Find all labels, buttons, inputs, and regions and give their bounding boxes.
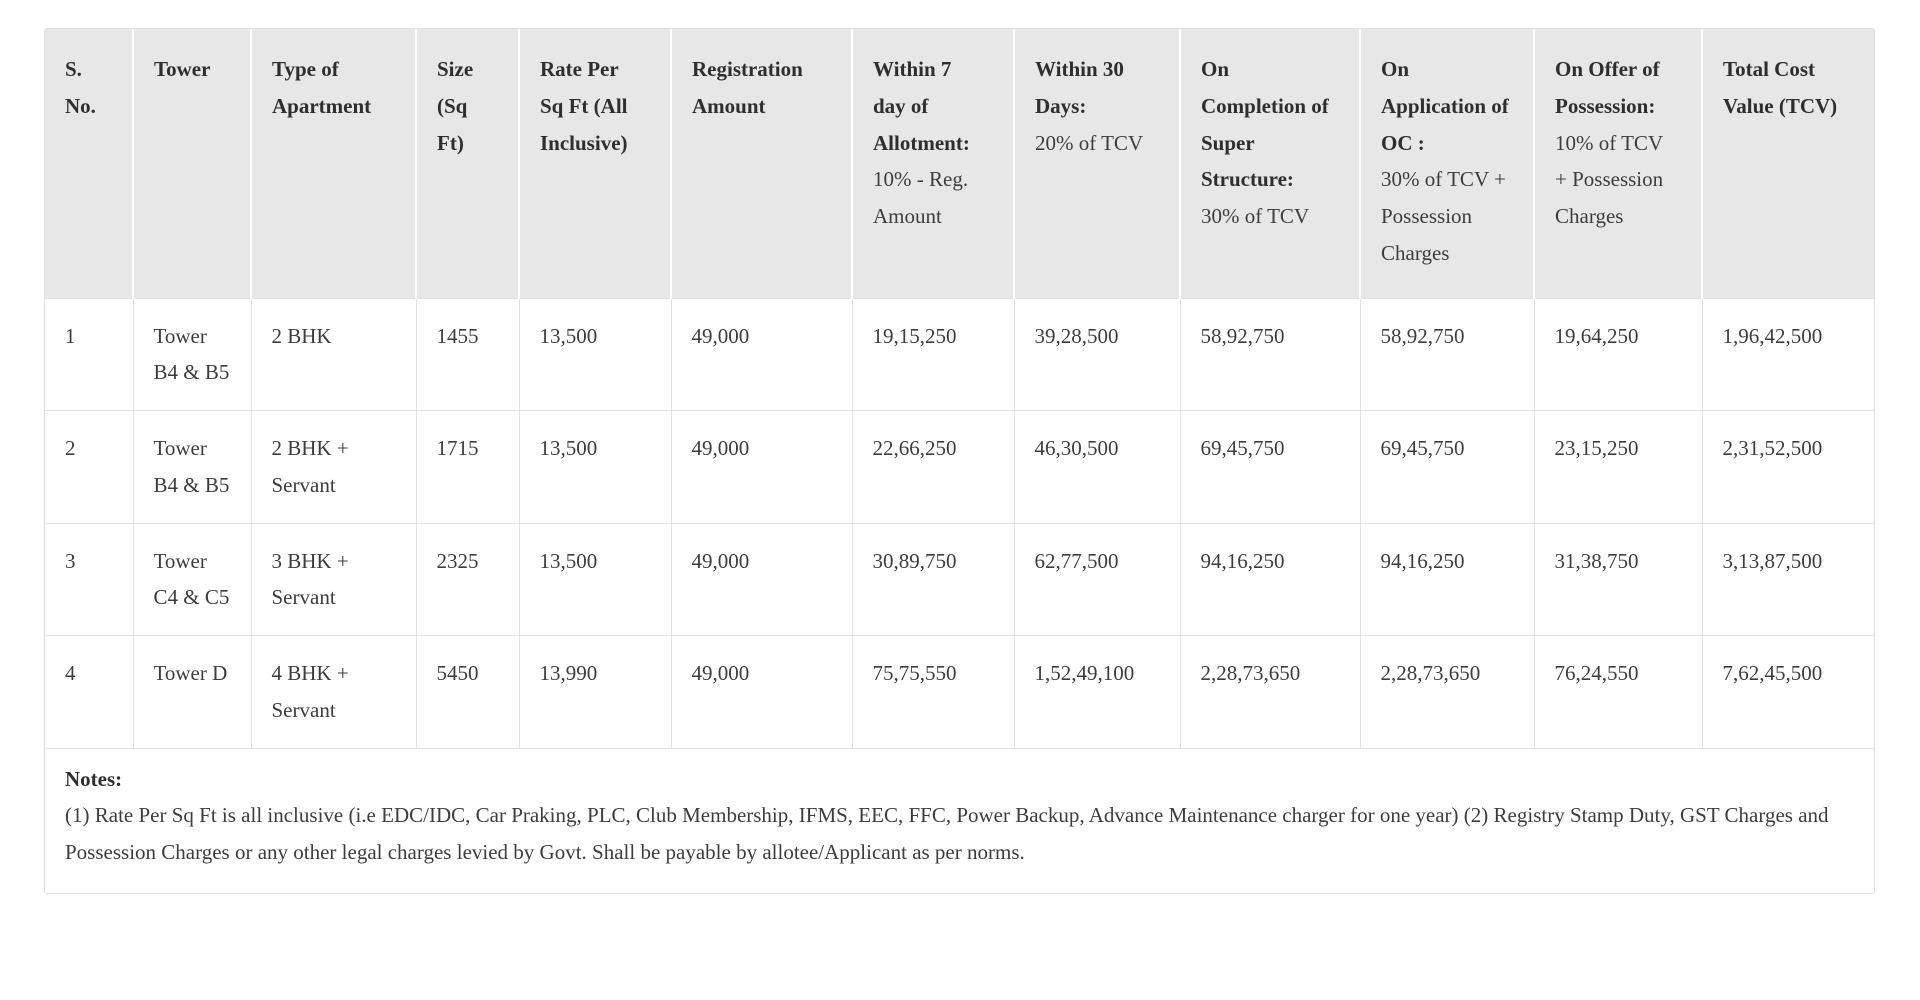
table-cell: 1 xyxy=(45,297,133,411)
notes-section: Notes: (1) Rate Per Sq Ft is all inclusi… xyxy=(45,747,1874,893)
column-header: Size (Sq Ft) xyxy=(415,29,519,298)
column-header-subtitle: 10% - Reg. Amount xyxy=(873,167,969,228)
column-header: Registration Amount xyxy=(670,29,852,298)
table-cell: 4 xyxy=(45,635,133,748)
table-cell: 19,64,250 xyxy=(1533,297,1702,411)
table-cell: 4 BHK + Servant xyxy=(250,635,416,748)
table-cell: 5450 xyxy=(415,635,519,748)
table-cell: 13,500 xyxy=(518,522,671,636)
column-header: S. No. xyxy=(45,29,133,298)
table-cell: 13,990 xyxy=(518,635,671,748)
column-header: Total Cost Value (TCV) xyxy=(1701,29,1874,298)
table-cell: 2,28,73,650 xyxy=(1179,635,1360,748)
column-header-title: Rate Per Sq Ft (All Inclusive) xyxy=(540,57,628,155)
table-cell: 1715 xyxy=(415,410,519,523)
table-cell: 3,13,87,500 xyxy=(1701,522,1874,636)
table-cell: 49,000 xyxy=(670,635,852,748)
column-header-title: Within 7 day of Allotment: xyxy=(873,57,970,155)
column-header: Rate Per Sq Ft (All Inclusive) xyxy=(518,29,671,298)
payment-plan-table: S. No. Tower Type of Apartment Size (Sq Ft)… xyxy=(45,29,1874,748)
table-cell: 58,92,750 xyxy=(1179,297,1360,411)
column-header-title: On Application of OC : xyxy=(1381,57,1509,155)
table-cell: 3 xyxy=(45,522,133,636)
column-header: On Offer of Possession: 10% of TCV + Poss… xyxy=(1533,29,1702,298)
table-cell: 46,30,500 xyxy=(1013,410,1180,523)
table-cell: 3 BHK + Servant xyxy=(250,522,416,636)
notes-title: Notes: xyxy=(65,766,123,791)
table-cell: 75,75,550 xyxy=(851,635,1014,748)
column-header-title: Size (Sq Ft) xyxy=(437,57,474,155)
table-cell: Tower B4 & B5 xyxy=(132,410,251,523)
column-header-subtitle: 20% of TCV xyxy=(1035,130,1144,155)
column-header-title: Type of Apartment xyxy=(272,57,372,118)
table-cell: Tower D xyxy=(132,635,251,748)
table-cell: 1,52,49,100 xyxy=(1013,635,1180,748)
table-body: 1 Tower B4 & B5 2 BHK 1455 13,500 49,000 19,15… xyxy=(45,297,1874,748)
table-cell: 58,92,750 xyxy=(1359,297,1534,411)
table-cell: 76,24,550 xyxy=(1533,635,1702,748)
price-table-container: S. No. Tower Type of Apartment Size (Sq Ft)… xyxy=(44,28,1875,894)
table-row: 3 Tower C4 & C5 3 BHK + Servant 2325 13,500 4… xyxy=(45,522,1874,636)
table-row: 1 Tower B4 & B5 2 BHK 1455 13,500 49,000 19,15… xyxy=(45,297,1874,411)
table-cell: 22,66,250 xyxy=(851,410,1014,523)
column-header-title: On Offer of Possession: xyxy=(1555,57,1660,118)
table-cell: 94,16,250 xyxy=(1359,522,1534,636)
table-cell: 23,15,250 xyxy=(1533,410,1702,523)
table-cell: 69,45,750 xyxy=(1179,410,1360,523)
header-row: S. No. Tower Type of Apartment Size (Sq Ft)… xyxy=(45,29,1874,298)
column-header-title: On Completion of Super Structure: xyxy=(1201,57,1329,192)
notes-text: (1) Rate Per Sq Ft is all inclusive (i.e… xyxy=(65,803,1829,864)
table-cell: 69,45,750 xyxy=(1359,410,1534,523)
column-header: On Completion of Super Structure: 30% of … xyxy=(1179,29,1360,298)
table-cell: 39,28,500 xyxy=(1013,297,1180,411)
table-cell: 30,89,750 xyxy=(851,522,1014,636)
table-cell: 2 xyxy=(45,410,133,523)
table-cell: 1455 xyxy=(415,297,519,411)
table-cell: 2,28,73,650 xyxy=(1359,635,1534,748)
column-header-subtitle: 30% of TCV xyxy=(1201,204,1310,228)
table-cell: 13,500 xyxy=(518,410,671,523)
table-cell: Tower C4 & C5 xyxy=(132,522,251,636)
column-header-subtitle: 30% of TCV + Possession Charges xyxy=(1381,167,1506,265)
column-header-subtitle: 10% of TCV + Possession Charges xyxy=(1555,130,1664,229)
table-cell: 49,000 xyxy=(670,297,852,411)
table-header: S. No. Tower Type of Apartment Size (Sq Ft)… xyxy=(45,29,1874,298)
table-cell: 13,500 xyxy=(518,297,671,411)
column-header-title: Registration Amount xyxy=(692,57,803,118)
column-header: On Application of OC : 30% of TCV + Posse… xyxy=(1359,29,1534,298)
table-cell: 2,31,52,500 xyxy=(1701,410,1874,523)
column-header-title: Tower xyxy=(154,57,211,81)
column-header: Tower xyxy=(132,29,251,298)
table-cell: 7,62,45,500 xyxy=(1701,635,1874,748)
table-row: 2 Tower B4 & B5 2 BHK + Servant 1715 13,500 4… xyxy=(45,410,1874,523)
table-cell: 31,38,750 xyxy=(1533,522,1702,636)
table-cell: Tower B4 & B5 xyxy=(132,297,251,411)
table-cell: 19,15,250 xyxy=(851,297,1014,411)
table-cell: 1,96,42,500 xyxy=(1701,297,1874,411)
column-header-title: Total Cost Value (TCV) xyxy=(1723,57,1838,118)
table-cell: 2325 xyxy=(415,522,519,636)
table-cell: 62,77,500 xyxy=(1013,522,1180,636)
table-cell: 2 BHK + Servant xyxy=(250,410,416,523)
table-cell: 49,000 xyxy=(670,410,852,523)
table-cell: 49,000 xyxy=(670,522,852,636)
column-header-title: Within 30 Days: xyxy=(1035,57,1124,118)
column-header: Type of Apartment xyxy=(250,29,416,298)
column-header-title: S. No. xyxy=(65,57,96,118)
table-cell: 94,16,250 xyxy=(1179,522,1360,636)
column-header: Within 30 Days: 20% of TCV xyxy=(1013,29,1180,298)
table-cell: 2 BHK xyxy=(250,297,416,411)
column-header: Within 7 day of Allotment: 10% - Reg. Amo… xyxy=(851,29,1014,298)
